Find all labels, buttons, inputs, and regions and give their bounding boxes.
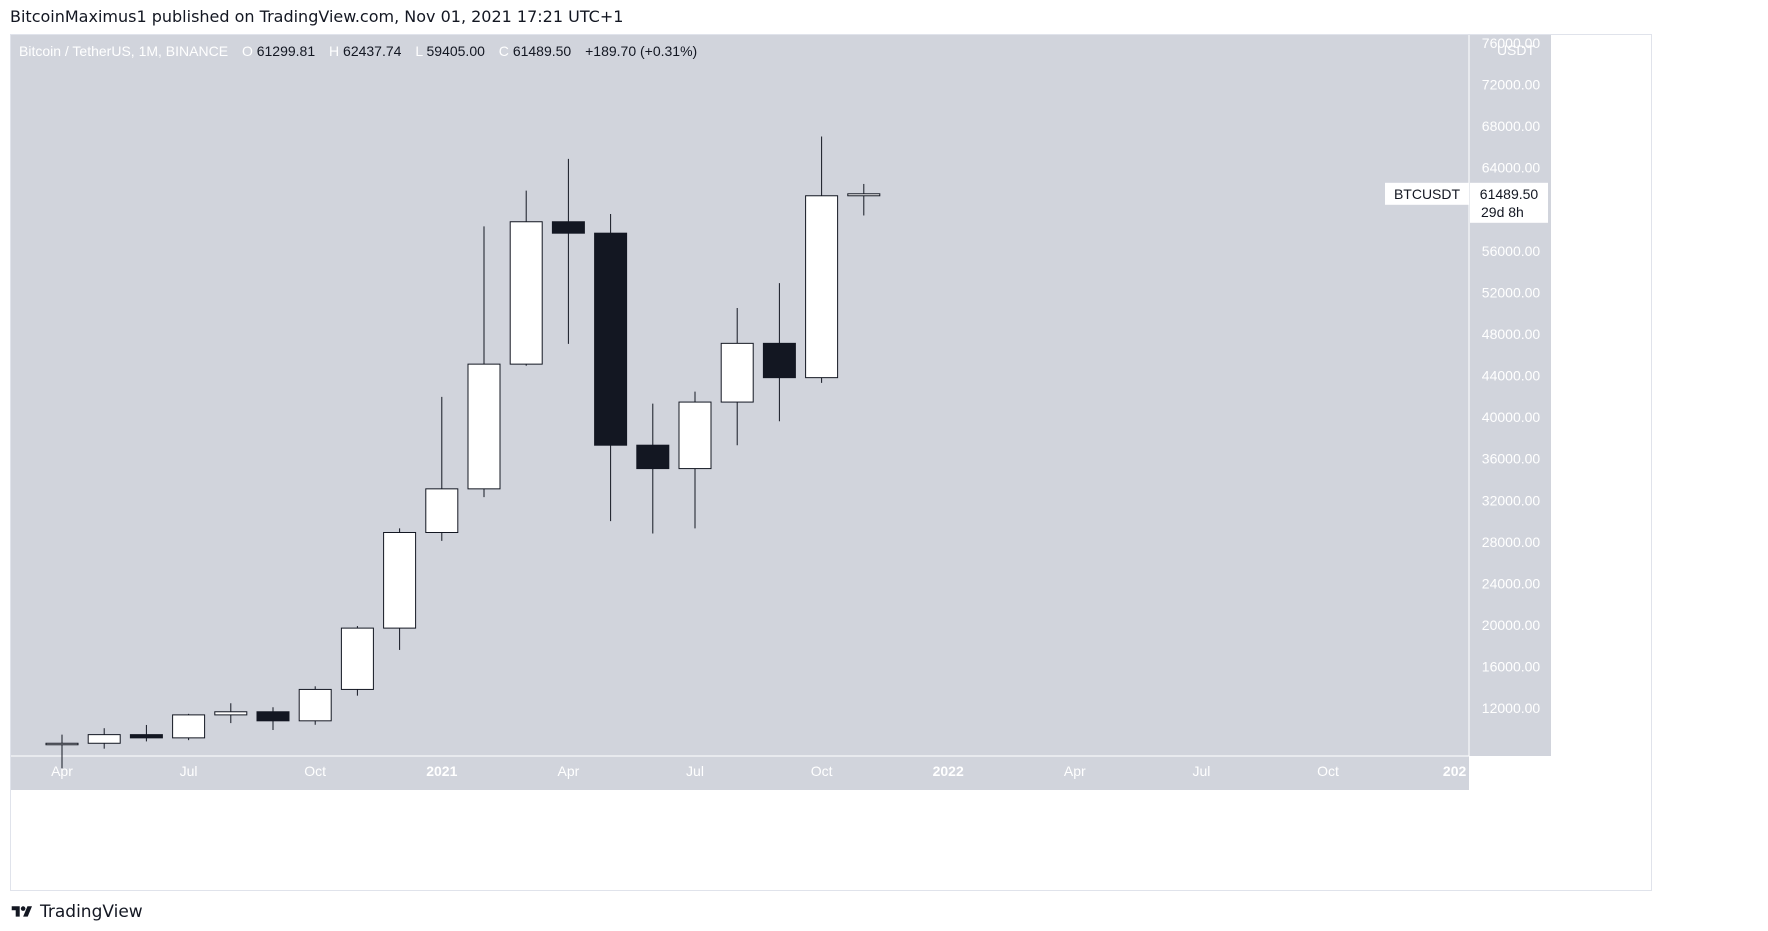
candle-2020-07[interactable] <box>172 713 206 741</box>
price-axis-unit: USDT <box>1497 42 1536 58</box>
price-tick-label: 48000.00 <box>1482 326 1541 342</box>
candle-2021-07[interactable] <box>678 391 712 529</box>
candle-body <box>340 627 374 690</box>
candle-body <box>847 193 881 197</box>
price-tag-value: 61489.50 <box>1480 186 1539 202</box>
candle-body <box>425 488 459 533</box>
candle-2020-09[interactable] <box>256 707 290 730</box>
time-tick-label: Jul <box>180 763 198 779</box>
price-tick-label: 44000.00 <box>1482 368 1541 384</box>
price-tick-label: 24000.00 <box>1482 575 1541 591</box>
price-tick-label: 40000.00 <box>1482 409 1541 425</box>
legend-low-value: 59405.00 <box>427 43 486 59</box>
candle-2020-08[interactable] <box>214 703 248 724</box>
candle-2021-04[interactable] <box>551 158 585 344</box>
candle-body <box>256 711 290 722</box>
candle-body <box>594 232 628 446</box>
legend-symbol: Bitcoin / TetherUS, 1M, BINANCE <box>19 43 228 59</box>
candle-2021-02[interactable] <box>467 226 501 498</box>
time-tick-label: Apr <box>51 763 73 779</box>
symbol-tag-label: BTCUSDT <box>1394 186 1461 202</box>
candle-body <box>87 734 121 744</box>
legend-line: Bitcoin / TetherUS, 1M, BINANCE O 61299.… <box>19 43 697 59</box>
candle-body <box>762 342 796 379</box>
legend-high-value: 62437.74 <box>343 43 402 59</box>
time-tick-label: 2022 <box>933 763 964 779</box>
candle-body <box>551 221 585 234</box>
price-tick-label: 56000.00 <box>1482 243 1541 259</box>
candle-body <box>509 221 543 365</box>
legend-change: +189.70 (+0.31%) <box>585 43 697 59</box>
time-tick-label: Oct <box>811 763 833 779</box>
time-tick-label: 202 <box>1443 763 1467 779</box>
legend-close-value: 61489.50 <box>513 43 572 59</box>
candle-2020-10[interactable] <box>298 686 332 725</box>
symbol-tag-box <box>1385 182 1469 205</box>
candle-2021-10[interactable] <box>805 136 839 383</box>
chart-frame[interactable]: 76000.0072000.0068000.0064000.0060000.00… <box>10 34 1652 891</box>
candle-body <box>129 734 163 739</box>
candle-body <box>383 531 417 629</box>
candle-2020-12[interactable] <box>383 528 417 650</box>
candle-2020-06[interactable] <box>129 724 163 742</box>
candle-2020-11[interactable] <box>340 626 374 696</box>
price-tick-label: 32000.00 <box>1482 492 1541 508</box>
candle-2021-01[interactable] <box>425 396 459 541</box>
candle-2020-05[interactable] <box>87 728 121 749</box>
candle-2021-03[interactable] <box>509 190 543 366</box>
legend-close-label: C <box>499 43 509 59</box>
candle-body <box>45 742 79 746</box>
symbol-price-tag: BTCUSDT 61489.50 29d 8h <box>1385 182 1548 223</box>
time-tick-label: 2021 <box>426 763 457 779</box>
price-tick-label: 76000.00 <box>1482 35 1541 51</box>
time-tick-label: Oct <box>304 763 326 779</box>
price-tick-label: 64000.00 <box>1482 160 1541 176</box>
price-tick-label: 16000.00 <box>1482 659 1541 675</box>
legend-high-label: H <box>329 43 339 59</box>
legend-open-value: 61299.81 <box>257 43 316 59</box>
time-tick-label: Jul <box>686 763 704 779</box>
price-tick-label: 28000.00 <box>1482 534 1541 550</box>
candle-body <box>214 711 248 716</box>
candle-body <box>678 401 712 470</box>
candlestick-chart[interactable]: 76000.0072000.0068000.0064000.0060000.00… <box>11 35 1651 890</box>
tradingview-brand-label: TradingView <box>40 902 143 922</box>
legend-open-label: O <box>242 43 253 59</box>
legend-low-label: L <box>415 43 423 59</box>
tradingview-logo-icon <box>11 906 32 917</box>
candle-2021-08[interactable] <box>720 308 754 446</box>
candle-body <box>467 363 501 490</box>
candle-body <box>720 342 754 403</box>
time-axis-background <box>11 756 1469 790</box>
time-tick-label: Oct <box>1317 763 1339 779</box>
candle-2020-04[interactable] <box>45 734 79 769</box>
price-tick-label: 20000.00 <box>1482 617 1541 633</box>
time-tick-label: Apr <box>1064 763 1086 779</box>
candle-2021-05[interactable] <box>594 213 628 522</box>
price-tick-label: 12000.00 <box>1482 700 1541 716</box>
time-tick-label: Apr <box>558 763 580 779</box>
price-tag-box <box>1470 182 1548 223</box>
candle-body <box>298 688 332 722</box>
price-tick-label: 72000.00 <box>1482 77 1541 93</box>
price-tick-label: 68000.00 <box>1482 118 1541 134</box>
tradingview-brand: TradingView <box>10 900 143 924</box>
candle-body <box>172 714 206 739</box>
candle-2021-09[interactable] <box>762 283 796 422</box>
price-axis-background <box>1469 35 1551 756</box>
candle-2021-11[interactable] <box>847 183 881 216</box>
candle-body <box>805 195 839 379</box>
price-tick-label: 52000.00 <box>1482 284 1541 300</box>
candle-body <box>636 444 670 470</box>
time-axis-ticks: Apr Jul Oct 2021 Apr Jul Oct 2022 Apr Jul Oct 202 <box>51 763 1466 779</box>
price-tick-label: 36000.00 <box>1482 451 1541 467</box>
candles-group <box>45 136 881 769</box>
candle-2021-06[interactable] <box>636 403 670 534</box>
price-tag-countdown: 29d 8h <box>1481 204 1524 220</box>
publisher-header: BitcoinMaximus1 published on TradingView… <box>10 7 624 26</box>
time-tick-label: Jul <box>1192 763 1210 779</box>
